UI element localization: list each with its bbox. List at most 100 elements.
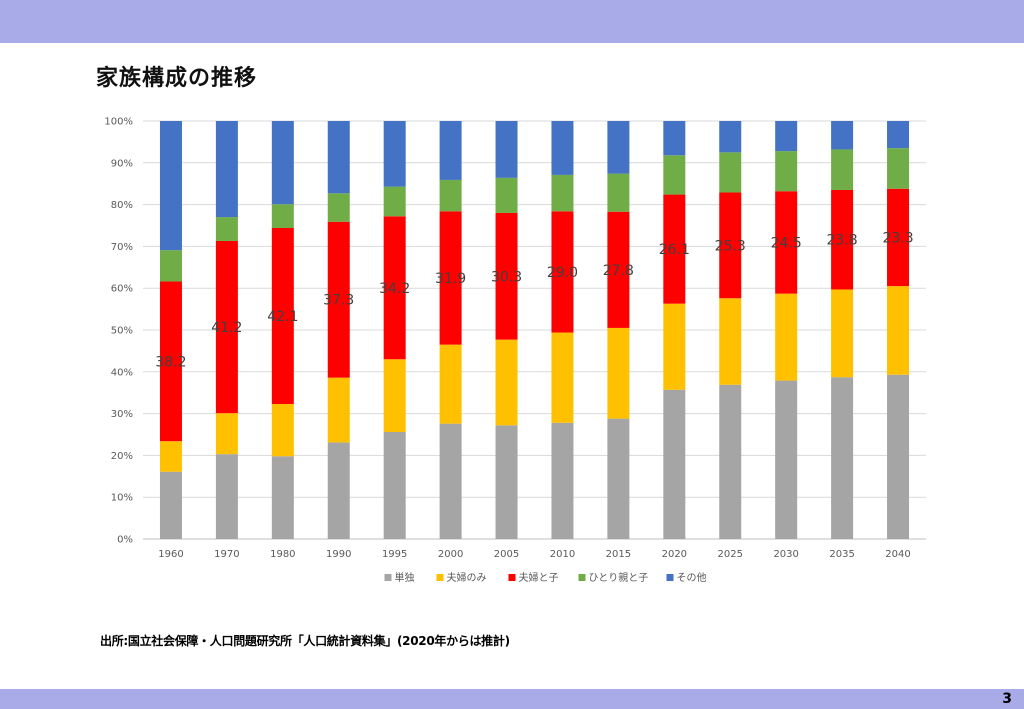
bar-segment bbox=[607, 121, 630, 174]
y-tick-label: 10% bbox=[111, 493, 133, 504]
bar-segment bbox=[327, 442, 350, 539]
legend-swatch bbox=[666, 574, 674, 581]
bar-segment bbox=[495, 177, 518, 213]
data-label: 23.3 bbox=[882, 230, 913, 246]
x-tick-label: 2000 bbox=[438, 549, 463, 560]
bar-segment bbox=[663, 121, 686, 156]
data-label: 42.1 bbox=[267, 309, 298, 325]
data-label: 23.8 bbox=[827, 233, 858, 249]
bar-segment bbox=[831, 189, 854, 290]
legend-swatch bbox=[508, 574, 516, 581]
data-label: 38.2 bbox=[155, 354, 186, 370]
bar-segment bbox=[775, 151, 798, 192]
data-label: 41.2 bbox=[211, 320, 242, 336]
bar-segment bbox=[607, 327, 630, 419]
bar-segment bbox=[383, 216, 406, 360]
bar-segment bbox=[495, 212, 518, 340]
y-tick-label: 60% bbox=[111, 284, 133, 295]
bar-segment bbox=[439, 211, 462, 345]
bar-segment bbox=[551, 211, 574, 333]
bar-segment bbox=[551, 332, 574, 423]
bar-segment bbox=[327, 121, 350, 194]
x-tick-label: 2020 bbox=[662, 549, 687, 560]
bar-segment bbox=[663, 155, 686, 195]
bar-segment bbox=[887, 121, 910, 149]
bar-segment bbox=[831, 377, 854, 539]
bar-segment bbox=[495, 339, 518, 426]
bar-segment bbox=[719, 298, 742, 385]
bar-segment bbox=[439, 344, 462, 424]
header-bar bbox=[0, 0, 1024, 43]
legend-swatch bbox=[384, 574, 392, 581]
data-label: 26.1 bbox=[659, 242, 690, 258]
slide-title: 家族構成の推移 bbox=[96, 66, 258, 91]
bar-segment bbox=[775, 191, 798, 294]
bar-segment bbox=[719, 152, 742, 193]
bar-segment bbox=[159, 441, 182, 472]
x-tick-label: 1990 bbox=[326, 549, 351, 560]
x-tick-label: 2040 bbox=[885, 549, 910, 560]
bar-segment bbox=[831, 149, 854, 190]
legend-label: ひとり親と子 bbox=[589, 571, 649, 584]
footer-bar bbox=[0, 689, 1024, 709]
x-tick-label: 2010 bbox=[550, 549, 575, 560]
bar-segment bbox=[271, 456, 294, 539]
bar-segment bbox=[215, 240, 238, 414]
x-tick-label: 2030 bbox=[773, 549, 798, 560]
legend-swatch bbox=[436, 574, 444, 581]
data-label: 31.9 bbox=[435, 271, 466, 287]
bar-segment bbox=[887, 374, 910, 539]
stacked-bar-chart: 0% 10% 20% 30% 40% 50% 60% 70% 80% 90% 100% 1960 197… bbox=[104, 117, 926, 584]
data-label: 29.0 bbox=[547, 265, 578, 281]
bar-segment bbox=[551, 121, 574, 175]
bar-segment bbox=[495, 121, 518, 178]
page-number: 3 bbox=[1002, 691, 1012, 707]
legend-swatch bbox=[578, 574, 586, 581]
bar-segment bbox=[271, 403, 294, 457]
y-tick-label: 100% bbox=[104, 117, 133, 128]
bar-segment bbox=[439, 423, 462, 539]
bar-segment bbox=[719, 384, 742, 539]
bar-segment bbox=[383, 431, 406, 539]
bar-segment bbox=[271, 228, 294, 404]
bar-segment bbox=[271, 121, 294, 205]
bar-segment bbox=[271, 204, 294, 229]
x-tick-label: 2005 bbox=[494, 549, 519, 560]
bar-segment bbox=[775, 380, 798, 539]
bar-segment bbox=[215, 413, 238, 455]
bar-segment bbox=[719, 121, 742, 153]
x-tick-label: 1960 bbox=[158, 549, 183, 560]
x-tick-label: 1970 bbox=[214, 549, 239, 560]
bar-segment bbox=[439, 179, 462, 212]
bar-segment bbox=[327, 193, 350, 222]
y-tick-label: 90% bbox=[111, 158, 133, 169]
legend-label: 単独 bbox=[395, 571, 415, 584]
x-tick-label: 2015 bbox=[606, 549, 631, 560]
y-tick-label: 80% bbox=[111, 200, 133, 211]
bar-segment bbox=[663, 389, 686, 539]
data-label: 27.8 bbox=[603, 263, 634, 279]
bar-segment bbox=[607, 418, 630, 539]
bar-segment bbox=[831, 289, 854, 378]
bar-segment bbox=[607, 173, 630, 212]
bar-segment bbox=[159, 471, 182, 539]
data-label: 24.5 bbox=[771, 235, 802, 251]
bar-segment bbox=[383, 359, 406, 432]
x-tick-label: 1980 bbox=[270, 549, 295, 560]
bar-segment bbox=[663, 194, 686, 304]
bar-segment bbox=[215, 121, 238, 218]
bar-segment bbox=[159, 281, 182, 442]
y-tick-label: 20% bbox=[111, 451, 133, 462]
bar-segment bbox=[159, 121, 182, 251]
bar-segment bbox=[495, 425, 518, 539]
bar-segment bbox=[383, 186, 406, 217]
bar-segment bbox=[439, 121, 462, 180]
bar-segment bbox=[775, 121, 798, 152]
source-note: 出所:国立社会保障・人口問題研究所「人口統計資料集」(2020年からは推計) bbox=[100, 634, 510, 648]
data-label: 30.3 bbox=[491, 269, 522, 285]
x-tick-label: 2025 bbox=[718, 549, 743, 560]
y-tick-label: 0% bbox=[117, 535, 133, 546]
x-tick-label: 1995 bbox=[382, 549, 407, 560]
bar-segment bbox=[663, 303, 686, 390]
bar-segment bbox=[887, 188, 910, 287]
